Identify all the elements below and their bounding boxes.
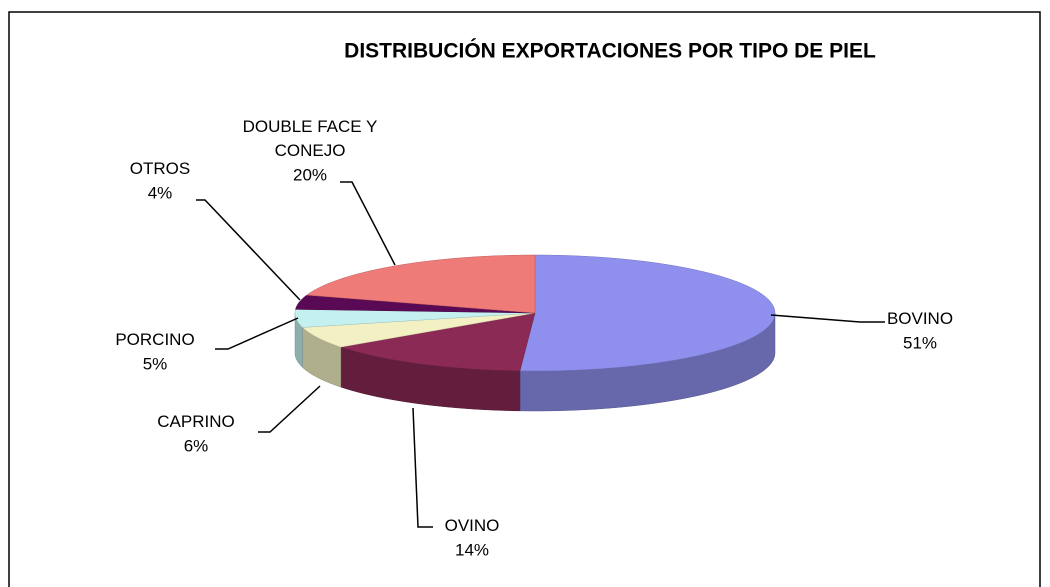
chart-title: DISTRIBUCIÓN EXPORTACIONES POR TIPO DE P…	[344, 39, 876, 63]
label-line: CAPRINO	[157, 412, 234, 431]
value-label: 51%	[903, 333, 937, 352]
leader-line	[412, 407, 433, 528]
label-line: PORCINO	[115, 330, 194, 349]
value-label: 5%	[143, 354, 168, 373]
leader-line	[340, 181, 396, 266]
leader-line	[258, 385, 321, 433]
value-label: 4%	[148, 183, 173, 202]
value-label: 20%	[293, 165, 327, 184]
leader-line	[196, 199, 301, 301]
slice-label: CAPRINO	[157, 412, 234, 431]
value-label: 6%	[184, 436, 209, 455]
value-label: 14%	[455, 540, 489, 559]
slice	[306, 254, 536, 314]
label-line: BOVINO	[887, 309, 953, 328]
label-line: DOUBLE FACE Y	[243, 117, 378, 136]
slice	[301, 312, 536, 348]
leader-line	[215, 317, 299, 350]
slice-label: OTROS	[130, 159, 190, 178]
slice-label: BOVINO	[887, 309, 953, 328]
leader-line	[770, 314, 885, 323]
label-line: OVINO	[445, 516, 500, 535]
slice-label: OVINO	[445, 516, 500, 535]
label-line: CONEJO	[275, 141, 346, 160]
slice-label: DOUBLE FACE Y CONEJO	[243, 117, 378, 160]
slice-label: PORCINO	[115, 330, 194, 349]
label-line: OTROS	[130, 159, 190, 178]
slice	[340, 312, 536, 372]
